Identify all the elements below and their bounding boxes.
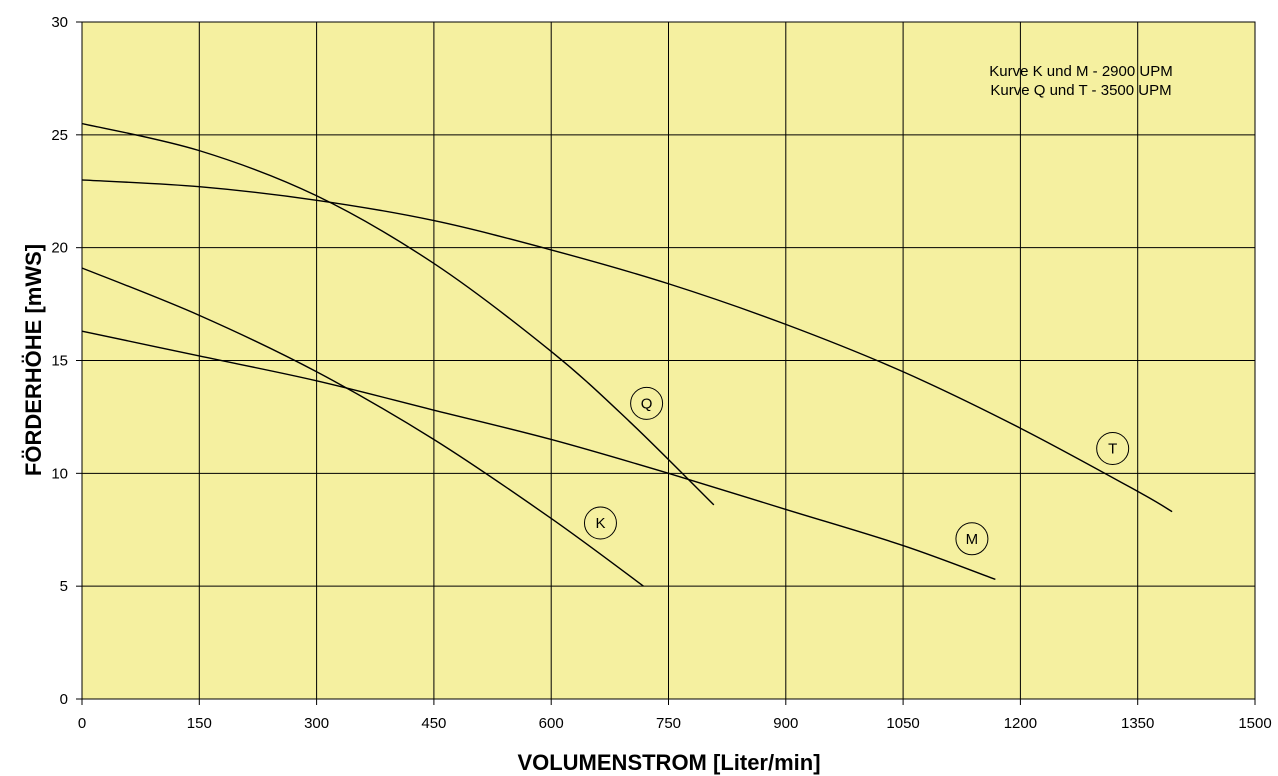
curve-label-t: T <box>1096 432 1130 466</box>
curve-label-circle <box>630 386 664 420</box>
curve-label-text: T <box>1108 441 1117 458</box>
y-tick-label: 10 <box>51 465 68 482</box>
curve-label-circle <box>1096 432 1130 466</box>
curve-t-line <box>81 179 1173 513</box>
series-layer <box>81 122 1173 587</box>
x-axis-title: VOLUMENSTROM [Liter/min] <box>517 750 820 775</box>
x-tick-label: 1050 <box>886 715 919 732</box>
y-axis-title: FÖRDERHÖHE [mWS] <box>21 244 46 476</box>
curve-label-circle <box>955 522 989 556</box>
speed-annotation: Kurve K und M - 2900 UPM Kurve Q und T -… <box>989 63 1172 99</box>
x-tick-label: 0 <box>78 715 86 732</box>
x-tick-label: 1200 <box>1004 715 1037 732</box>
x-tick-label: 1500 <box>1238 715 1271 732</box>
x-tick-label: 1350 <box>1121 715 1154 732</box>
axes: 0 150 300 450 600 750 900 1050 1200 1350 1500 0 5 10 1… <box>51 14 1271 732</box>
y-tick-label: 5 <box>60 578 68 595</box>
curve-label-m: M <box>955 522 989 556</box>
curve-label-q: Q <box>630 386 664 420</box>
curve-m-line <box>81 330 996 581</box>
x-tick-label: 150 <box>187 715 212 732</box>
y-tick-label: 30 <box>51 14 68 31</box>
curve-labels: K M Q T <box>583 386 1130 556</box>
curve-label-circle <box>583 506 617 540</box>
annotation-line-1: Kurve K und M - 2900 UPM <box>989 63 1172 80</box>
x-tick-label: 300 <box>304 715 329 732</box>
curve-k-line <box>81 267 644 587</box>
curve-label-text: M <box>966 531 979 548</box>
x-tick-label: 600 <box>539 715 564 732</box>
y-tick-label: 20 <box>51 240 68 257</box>
curve-label-text: Q <box>641 395 653 412</box>
annotation-line-2: Kurve Q und T - 3500 UPM <box>990 82 1171 99</box>
x-tick-label: 450 <box>421 715 446 732</box>
x-tick-label: 750 <box>656 715 681 732</box>
y-tick-label: 15 <box>51 353 68 370</box>
x-tick-label: 900 <box>773 715 798 732</box>
curve-q-line <box>81 122 715 506</box>
curve-label-text: K <box>595 515 605 532</box>
y-tick-label: 0 <box>60 691 68 708</box>
y-tick-label: 25 <box>51 127 68 144</box>
curve-label-k: K <box>583 506 617 540</box>
